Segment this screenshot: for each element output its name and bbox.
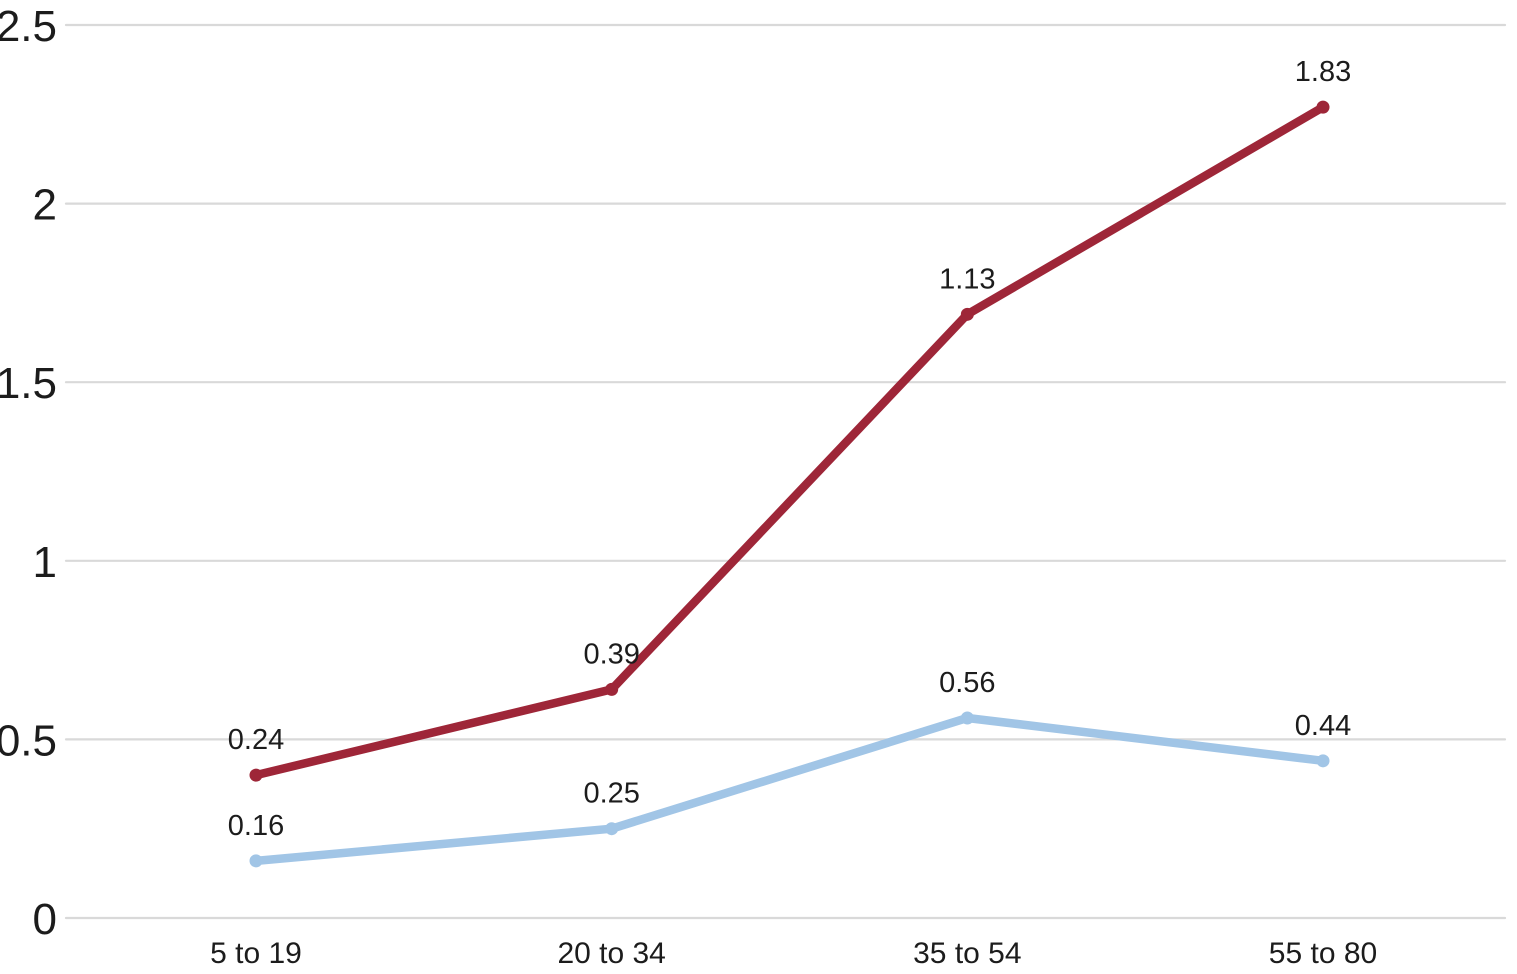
x-axis-category-label: 35 to 54 (913, 937, 1021, 970)
data-label-red: 0.24 (228, 724, 284, 756)
y-axis-tick-label: 0 (33, 895, 57, 944)
data-point-marker-blue (605, 822, 619, 836)
data-label-red: 1.83 (1295, 56, 1351, 88)
series-line-red (251, 102, 1328, 780)
x-axis-category-label: 20 to 34 (557, 937, 665, 970)
data-label-blue: 0.56 (939, 667, 995, 699)
data-point-marker-blue (1316, 754, 1330, 768)
data-point-marker-red (605, 682, 619, 696)
x-axis-category-label: 5 to 19 (210, 937, 302, 970)
data-point-marker-red (960, 307, 974, 321)
data-point-marker-blue (249, 854, 263, 868)
series-blue-group: 0.16 0.25 0.56 0.44 (228, 667, 1351, 868)
data-point-marker-red (249, 768, 263, 782)
data-point-marker-red (1316, 100, 1330, 114)
y-axis-tick-label: 0.5 (0, 716, 57, 765)
data-label-blue: 0.25 (583, 778, 639, 810)
y-axis-tick-label: 1 (33, 538, 57, 587)
series-red-group: 0.24 0.39 1.13 1.83 (228, 56, 1351, 782)
x-axis-category-labels-group: 5 to 19 20 to 34 35 to 54 55 to 80 (210, 937, 1377, 970)
y-axis-tick-label: 2.5 (0, 2, 57, 51)
data-label-blue: 0.44 (1295, 710, 1351, 742)
data-label-red: 0.39 (583, 638, 639, 670)
y-axis-tick-labels-group: 0 0.5 1 1.5 2 2.5 (0, 2, 57, 944)
data-label-red: 1.13 (939, 263, 995, 295)
gridlines-group (64, 23, 1507, 920)
data-point-marker-blue (960, 711, 974, 725)
y-axis-tick-label: 1.5 (0, 359, 57, 408)
x-axis-category-label: 55 to 80 (1269, 937, 1377, 970)
series-line-blue (251, 713, 1328, 866)
data-label-blue: 0.16 (228, 810, 284, 842)
y-axis-tick-label: 2 (33, 181, 57, 230)
